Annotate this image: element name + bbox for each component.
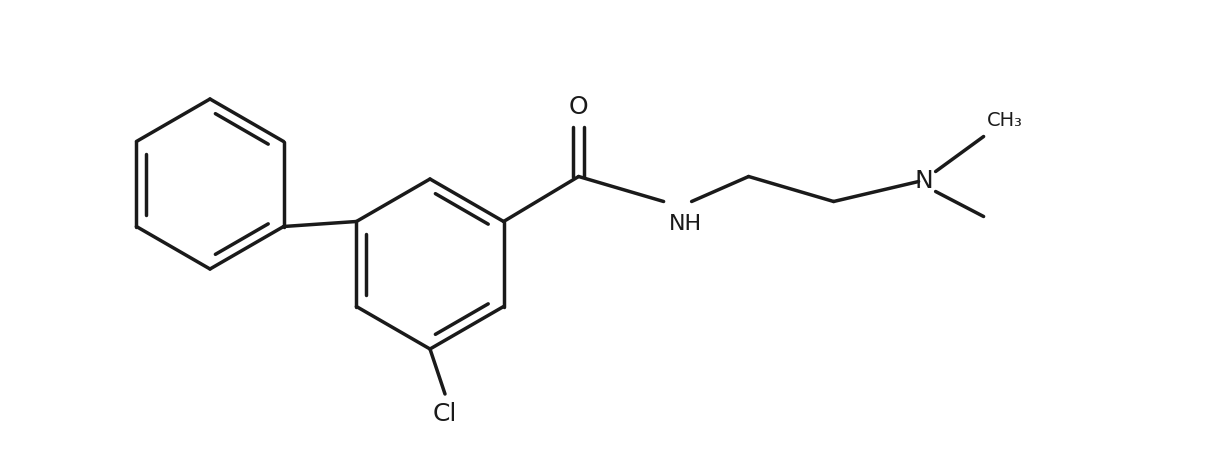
Text: O: O [569,94,588,118]
Text: NH: NH [669,215,702,235]
Text: CH₃: CH₃ [986,110,1022,129]
Text: Cl: Cl [433,402,457,426]
Text: N: N [915,170,933,193]
